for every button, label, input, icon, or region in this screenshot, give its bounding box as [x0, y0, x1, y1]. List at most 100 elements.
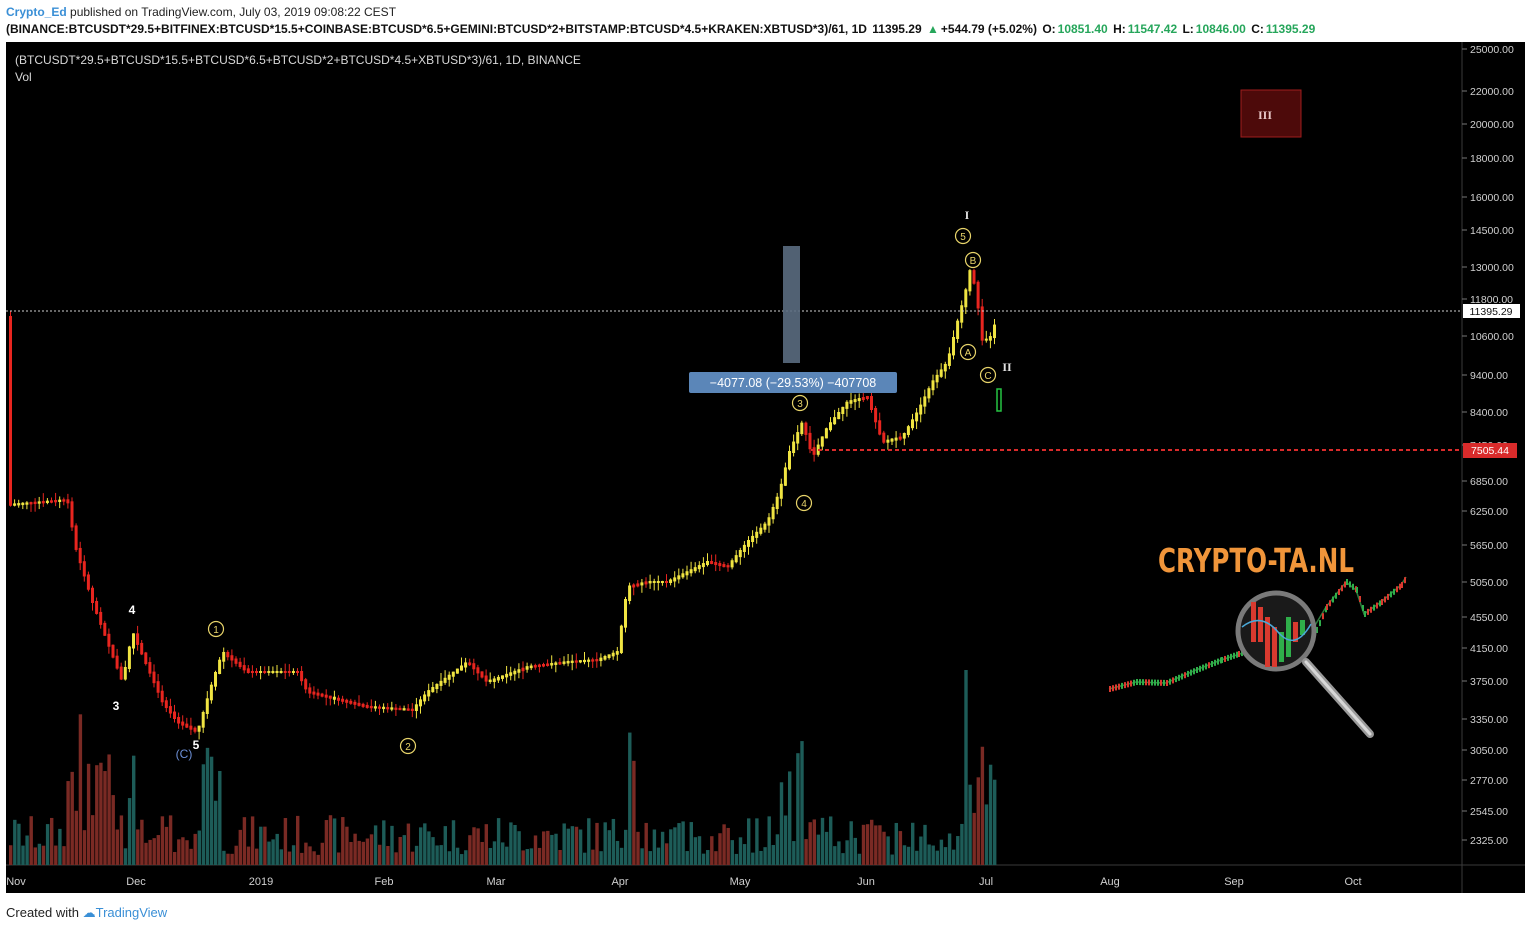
- time-axis-tick: 2019: [249, 876, 273, 888]
- symbol-name: (BINANCE:BTCUSDT*29.5+BITFINEX:BTCUSD*15…: [6, 22, 867, 36]
- candle-body: [808, 432, 812, 450]
- volume-bar: [714, 851, 718, 865]
- wave-iii-box[interactable]: [1240, 89, 1302, 138]
- volume-bar: [238, 829, 242, 865]
- created-with-text: Created with: [6, 905, 79, 920]
- time-axis-tick: Oct: [1344, 876, 1361, 888]
- price-axis-tick: 5650.00: [1470, 540, 1508, 552]
- candle-body: [410, 708, 414, 711]
- logo-candle: [1124, 682, 1126, 689]
- candle-body: [669, 579, 673, 583]
- candle-body: [386, 707, 390, 710]
- candle-body: [993, 324, 996, 339]
- price-axis-tick: 2545.00: [1470, 806, 1508, 818]
- candle-body: [218, 659, 222, 674]
- candle-body: [103, 622, 107, 636]
- logo-candle: [1121, 682, 1123, 689]
- candle-body: [529, 665, 533, 669]
- current-price-tag-label: 11395.29: [1469, 306, 1512, 318]
- volume-bar: [140, 819, 144, 865]
- wave-label-iii: III: [1258, 108, 1272, 122]
- logo-candle: [1332, 596, 1334, 603]
- volume-bar: [111, 795, 115, 865]
- volume-legend[interactable]: Vol: [15, 70, 32, 84]
- volume-bar: [742, 844, 747, 865]
- candle-body: [185, 723, 189, 728]
- volume-bar: [611, 818, 616, 865]
- logo-candle: [1142, 679, 1144, 686]
- volume-bar: [185, 840, 189, 865]
- volume-bar: [419, 827, 423, 865]
- candle-body: [648, 581, 652, 584]
- candle-body: [738, 550, 742, 558]
- time-axis[interactable]: Nov Dec 2019 Feb Mar Apr May Jun Jul Aug Sep Oct: [6, 876, 1361, 888]
- volume-bar: [312, 851, 316, 865]
- volume-bar: [148, 839, 152, 865]
- volume-bar: [767, 816, 771, 865]
- candle-body: [328, 695, 332, 699]
- candle-body: [509, 672, 513, 676]
- volume-bar: [972, 812, 976, 865]
- volume-bar: [480, 841, 484, 865]
- time-axis-tick: May: [730, 876, 751, 888]
- price-axis-tick: 2325.00: [1470, 835, 1508, 847]
- volume-bar: [54, 845, 58, 865]
- volume-bar: [952, 849, 956, 865]
- lens-candle: [1286, 617, 1291, 657]
- candle-body: [628, 585, 632, 601]
- logo-candle: [1193, 668, 1195, 675]
- volume-bar: [533, 835, 538, 865]
- author-link[interactable]: Crypto_Ed: [6, 5, 67, 19]
- volume-bar: [849, 821, 853, 865]
- candle-body: [373, 706, 377, 709]
- logo-candle: [1178, 674, 1180, 681]
- candle-body: [988, 336, 992, 341]
- volume-bar: [894, 822, 898, 865]
- measure-label: −4077.08 (−29.53%) −407708: [710, 376, 877, 390]
- lens-candle: [1293, 622, 1298, 642]
- price-chart[interactable]: −4077.08 (−29.53%) −407708 III 4 3 5 (C)…: [6, 42, 1525, 893]
- candle-body: [9, 316, 12, 506]
- wave-label-4: 4: [129, 603, 136, 617]
- tradingview-link[interactable]: TradingView: [95, 905, 168, 920]
- series-legend[interactable]: (BTCUSDT*29.5+BTCUSD*15.5+BTCUSD*6.5+BTC…: [15, 53, 581, 67]
- volume-bar: [558, 850, 562, 865]
- candle-body: [693, 567, 697, 572]
- candle-body: [201, 712, 205, 728]
- candle-body: [607, 654, 611, 658]
- volume-bar: [906, 846, 911, 865]
- measure-label-box: [689, 372, 897, 393]
- candle-body: [718, 563, 722, 567]
- candle-body: [656, 581, 660, 583]
- wave-circle-1: 1: [207, 620, 225, 638]
- price-axis-tick: 22000.00: [1470, 86, 1514, 98]
- chart-pane[interactable]: −4077.08 (−29.53%) −407708 III 4 3 5 (C)…: [6, 42, 1525, 893]
- logo-candle: [1109, 686, 1111, 692]
- time-axis-tick: Dec: [126, 876, 146, 888]
- candle-body: [402, 708, 406, 711]
- close-value: 11395.29: [1265, 22, 1316, 36]
- candle-body: [119, 666, 123, 680]
- logo-candle: [1211, 661, 1213, 667]
- candle-body: [91, 587, 94, 603]
- volume-bar: [931, 845, 935, 865]
- candle-body: [476, 667, 480, 674]
- volume-bar: [9, 845, 13, 865]
- volume-bar: [734, 853, 739, 865]
- candle-body: [673, 577, 677, 582]
- candle-body: [279, 671, 283, 673]
- volume-bar: [861, 824, 866, 865]
- measure-range-box[interactable]: [783, 246, 800, 363]
- candle-body: [792, 441, 796, 453]
- candle-body: [935, 374, 939, 383]
- logo-candle: [1230, 653, 1232, 660]
- projection-marker[interactable]: [996, 388, 1002, 412]
- volume-bar: [603, 822, 607, 865]
- candle-body: [710, 561, 714, 565]
- price-axis-tick: 25000.00: [1470, 44, 1514, 56]
- volume-bar: [628, 732, 632, 865]
- volume-bar: [222, 850, 226, 865]
- candle-body: [542, 664, 545, 667]
- published-text: published on TradingView.com, July 03, 2…: [70, 5, 397, 19]
- volume-bar: [919, 836, 923, 865]
